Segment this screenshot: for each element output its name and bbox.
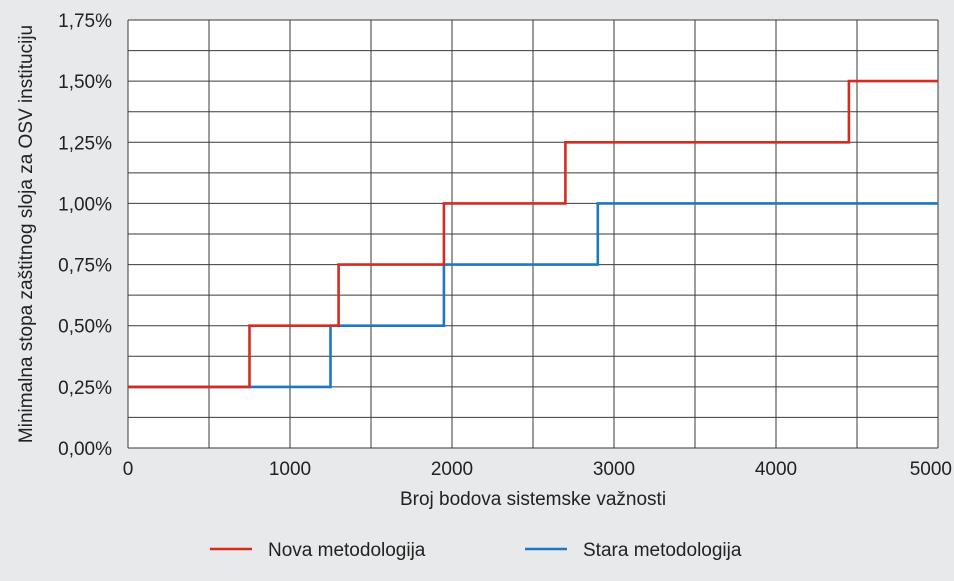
series-line-nova-metodologija — [128, 79, 938, 389]
x-tick-label: 1000 — [269, 459, 311, 480]
series-layer — [128, 79, 938, 389]
legend: Nova metodologija Stara metodologija — [210, 540, 742, 561]
legend-item: Nova metodologija — [210, 540, 426, 561]
y-tick-label: 0,50% — [58, 317, 112, 338]
x-tick-label: 3000 — [593, 459, 635, 480]
y-tick-label: 0,25% — [58, 378, 112, 399]
series-line-stara-metodologija — [128, 202, 938, 389]
y-axis: 0,00% 0,25% 0,50% 0,75% 1,00% 1,25% 1,50% 1,75% — [58, 11, 112, 460]
y-axis-title: Minimalna stopa zaštitnog sloja za OSV i… — [16, 25, 37, 443]
y-tick-label: 0,00% — [58, 439, 112, 460]
x-tick-label: 4000 — [755, 459, 797, 480]
x-axis: 0 1000 2000 3000 4000 5000 — [123, 459, 952, 480]
x-axis-title: Broj bodova sistemske važnosti — [400, 489, 666, 510]
legend-item: Stara metodologija — [525, 540, 742, 561]
y-tick-label: 1,75% — [58, 11, 112, 32]
y-tick-label: 1,25% — [58, 133, 112, 154]
legend-label: Stara metodologija — [583, 540, 742, 561]
legend-label: Nova metodologija — [268, 540, 426, 561]
x-tick-label: 0 — [123, 459, 134, 480]
y-tick-label: 1,50% — [58, 72, 112, 93]
x-tick-label: 5000 — [910, 459, 952, 480]
y-tick-label: 0,75% — [58, 256, 112, 277]
x-tick-label: 2000 — [431, 459, 473, 480]
y-tick-label: 1,00% — [58, 194, 112, 215]
grid — [127, 19, 939, 449]
